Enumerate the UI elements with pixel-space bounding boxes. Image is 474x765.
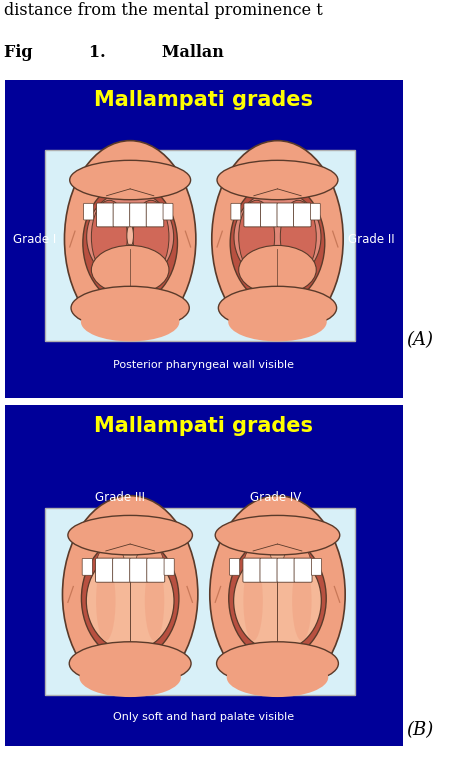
Text: Only soft and hard palate visible: Only soft and hard palate visible	[113, 711, 294, 722]
Ellipse shape	[243, 561, 263, 641]
Ellipse shape	[70, 161, 191, 200]
FancyBboxPatch shape	[277, 203, 294, 227]
FancyBboxPatch shape	[5, 80, 403, 398]
Ellipse shape	[133, 200, 169, 274]
Ellipse shape	[212, 141, 343, 337]
Ellipse shape	[81, 302, 180, 341]
Ellipse shape	[71, 286, 189, 330]
FancyBboxPatch shape	[130, 203, 147, 227]
FancyBboxPatch shape	[45, 150, 355, 340]
FancyBboxPatch shape	[82, 558, 92, 575]
Text: Grade I: Grade I	[13, 233, 56, 246]
Text: Mallampati grades: Mallampati grades	[94, 415, 313, 435]
Ellipse shape	[234, 551, 321, 651]
FancyBboxPatch shape	[277, 558, 295, 582]
Ellipse shape	[86, 551, 174, 651]
Ellipse shape	[96, 561, 116, 641]
Text: Fig          1.          Mallan: Fig 1. Mallan	[4, 44, 224, 61]
Ellipse shape	[227, 658, 328, 697]
Ellipse shape	[83, 182, 177, 304]
Text: (A): (A)	[406, 331, 433, 350]
Ellipse shape	[292, 561, 311, 641]
FancyBboxPatch shape	[113, 558, 131, 582]
FancyBboxPatch shape	[45, 508, 355, 695]
Ellipse shape	[239, 246, 316, 295]
Text: Grade III: Grade III	[95, 491, 145, 504]
FancyBboxPatch shape	[5, 405, 403, 746]
FancyBboxPatch shape	[163, 203, 173, 220]
FancyBboxPatch shape	[294, 558, 312, 582]
Text: (B): (B)	[406, 721, 433, 740]
FancyBboxPatch shape	[231, 203, 241, 220]
FancyBboxPatch shape	[146, 203, 164, 227]
FancyBboxPatch shape	[260, 558, 278, 582]
Ellipse shape	[91, 246, 169, 295]
Ellipse shape	[229, 537, 326, 659]
Ellipse shape	[239, 200, 274, 274]
Ellipse shape	[63, 496, 198, 693]
FancyBboxPatch shape	[113, 203, 131, 227]
Ellipse shape	[215, 516, 340, 555]
Ellipse shape	[228, 302, 327, 341]
FancyBboxPatch shape	[244, 203, 261, 227]
Ellipse shape	[217, 161, 338, 200]
Ellipse shape	[280, 200, 316, 274]
Ellipse shape	[91, 200, 128, 274]
Ellipse shape	[244, 546, 272, 577]
Ellipse shape	[82, 537, 179, 659]
Text: distance from the mental prominence t: distance from the mental prominence t	[4, 2, 323, 18]
Text: Posterior pharyngeal wall visible: Posterior pharyngeal wall visible	[113, 360, 294, 369]
Ellipse shape	[64, 141, 196, 337]
FancyBboxPatch shape	[229, 558, 240, 575]
FancyBboxPatch shape	[147, 558, 165, 582]
Ellipse shape	[68, 516, 192, 555]
Ellipse shape	[217, 642, 338, 685]
Ellipse shape	[127, 225, 134, 246]
Ellipse shape	[69, 642, 191, 685]
FancyBboxPatch shape	[164, 558, 174, 575]
Ellipse shape	[136, 546, 164, 577]
Text: Mallampati grades: Mallampati grades	[94, 90, 313, 110]
Ellipse shape	[234, 191, 321, 282]
FancyBboxPatch shape	[96, 558, 114, 582]
FancyBboxPatch shape	[130, 558, 148, 582]
Ellipse shape	[230, 182, 325, 304]
FancyBboxPatch shape	[83, 203, 93, 220]
FancyBboxPatch shape	[311, 558, 321, 575]
Ellipse shape	[283, 546, 310, 577]
Text: Grade IV: Grade IV	[250, 491, 301, 504]
Ellipse shape	[210, 496, 345, 693]
FancyBboxPatch shape	[97, 203, 114, 227]
FancyBboxPatch shape	[310, 203, 320, 220]
FancyBboxPatch shape	[243, 558, 261, 582]
FancyBboxPatch shape	[293, 203, 311, 227]
Ellipse shape	[97, 546, 124, 577]
Ellipse shape	[128, 244, 133, 252]
Ellipse shape	[87, 191, 173, 282]
Ellipse shape	[145, 561, 164, 641]
Ellipse shape	[79, 658, 181, 697]
Text: Grade II: Grade II	[348, 233, 395, 246]
Ellipse shape	[219, 286, 337, 330]
FancyBboxPatch shape	[260, 203, 278, 227]
